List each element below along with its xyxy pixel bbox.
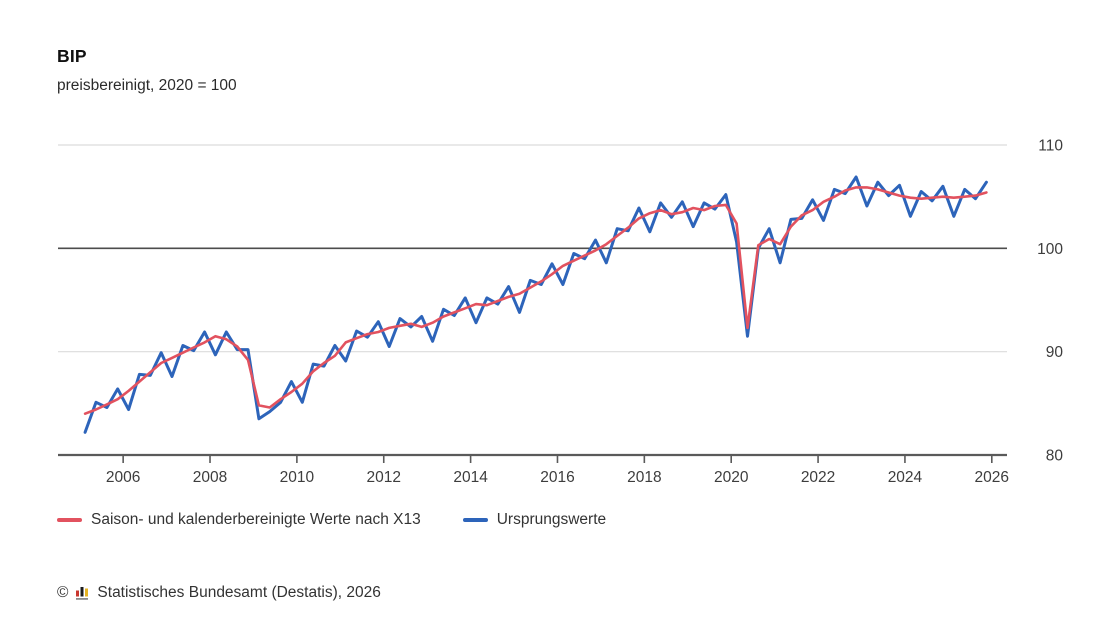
copyright-sign: © <box>57 584 69 601</box>
x-tick-label-2006: 2006 <box>106 469 140 486</box>
chart-subtitle: preisbereinigt, 2020 = 100 <box>57 77 237 94</box>
x-tick-label-2016: 2016 <box>540 469 574 486</box>
line-chart-plot-area: 80 90 100 110 2006 2008 2010 2012 2014 2016 2018 20… <box>58 138 1064 486</box>
x-tick-label-2024: 2024 <box>888 469 923 486</box>
x-tick-label-2018: 2018 <box>627 469 661 486</box>
chart-title: BIP <box>57 46 87 66</box>
y-tick-label-90: 90 <box>1046 344 1064 361</box>
x-tick-label-2008: 2008 <box>193 469 227 486</box>
series-line-saisonbereinigt <box>83 186 988 416</box>
source-text: Statistisches Bundesamt (Destatis), 2026 <box>97 584 381 601</box>
source-note: © Statistisches Bundesamt (Destatis), 20… <box>57 584 381 602</box>
chart-header: BIP preisbereinigt, 2020 = 100 <box>57 46 237 95</box>
y-tick-label-110: 110 <box>1038 138 1063 155</box>
x-tick-label-2010: 2010 <box>280 469 315 486</box>
legend-label-original-values: Ursprungswerte <box>496 511 607 528</box>
x-tick-label-2012: 2012 <box>367 469 401 486</box>
red-line-swatch <box>57 518 82 522</box>
x-tick-label-2020: 2020 <box>714 469 749 486</box>
chart-legend: Saison- und kalenderbereinigte Werte nac… <box>57 511 606 529</box>
x-tick-label-2014: 2014 <box>453 469 488 486</box>
legend-item-adjusted-values: Saison- und kalenderbereinigte Werte nac… <box>57 511 421 529</box>
destatis-bar-chart-icon <box>76 587 89 600</box>
y-tick-label-80: 80 <box>1046 448 1064 465</box>
x-tick-label-2022: 2022 <box>801 469 835 486</box>
legend-label-adjusted-values: Saison- und kalenderbereinigte Werte nac… <box>91 511 421 528</box>
legend-item-original-values: Ursprungswerte <box>462 511 607 529</box>
series-line-ursprungswerte <box>83 175 988 434</box>
blue-line-swatch <box>462 518 488 522</box>
y-tick-label-100: 100 <box>1037 241 1063 258</box>
x-tick-label-2026: 2026 <box>975 469 1009 486</box>
